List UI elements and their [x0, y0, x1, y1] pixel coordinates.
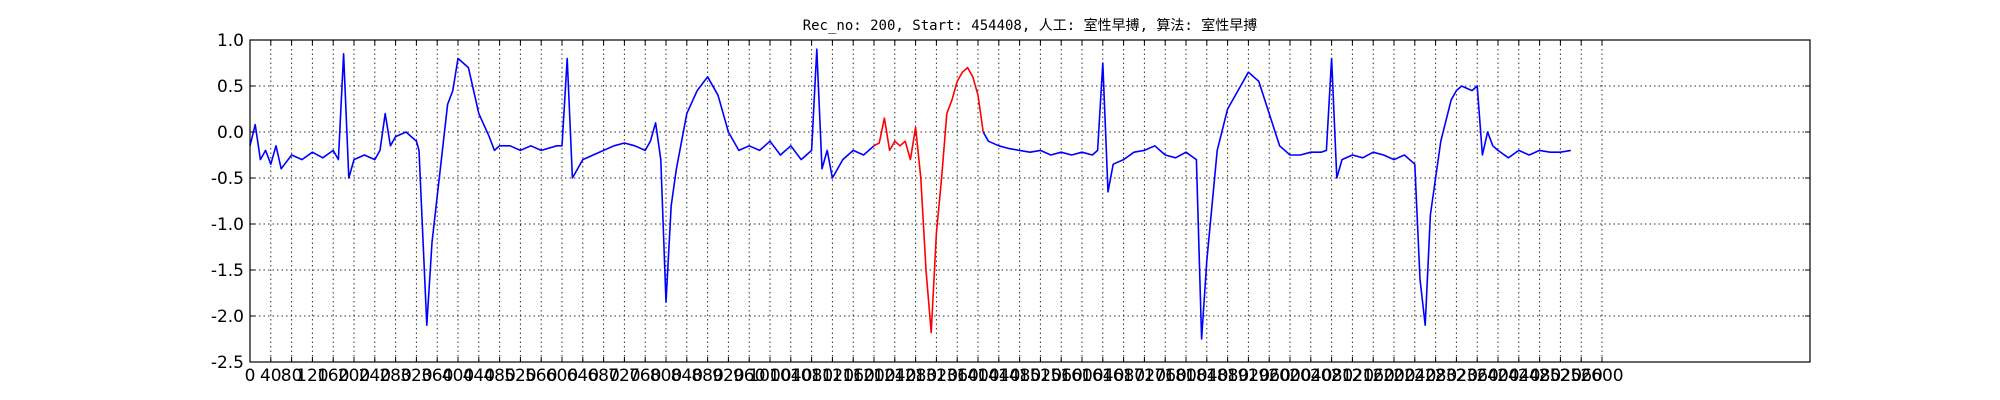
x-tick-label: 1440 — [977, 366, 1020, 386]
y-tick-label: 0.0 — [217, 123, 244, 143]
plot-frame — [249, 39, 1811, 363]
x-axis: 0 40 8012016020024028032036040044048052056… — [245, 40, 1624, 386]
x-tick-label: 2200 — [1372, 366, 1415, 386]
x-tick-label: 2000 — [1268, 366, 1311, 386]
x-tick-label: 1160 — [832, 366, 875, 386]
x-tick-label: 1640 — [1081, 366, 1124, 386]
x-tick-label: 240 — [359, 366, 391, 386]
x-tick-label: 440 — [463, 366, 495, 386]
x-tick-label: 1480 — [998, 366, 1041, 386]
x-tick-label: 120 — [296, 366, 328, 386]
x-tick-label: 680 — [587, 366, 619, 386]
x-tick-label: 2240 — [1393, 366, 1436, 386]
x-tick-label: 560 — [525, 366, 557, 386]
y-tick-label: -1.5 — [211, 261, 244, 281]
x-tick-label: 280 — [379, 366, 411, 386]
y-tick-label: -1.0 — [211, 215, 244, 235]
x-tick-label: 1760 — [1144, 366, 1187, 386]
x-tick-label: 1000 — [748, 366, 791, 386]
x-tick-label: 1080 — [790, 366, 833, 386]
x-tick-label: 2520 — [1539, 366, 1582, 386]
x-tick-label: 2160 — [1352, 366, 1395, 386]
x-tick-label: 1360 — [936, 366, 979, 386]
x-tick-label: 1960 — [1248, 366, 1291, 386]
x-tick-label: 1520 — [1019, 366, 1062, 386]
chart-title: Rec_no: 200, Start: 454408, 人工: 室性早搏, 算法… — [803, 17, 1258, 34]
x-tick-label: 480 — [483, 366, 515, 386]
x-tick-label: 2080 — [1310, 366, 1353, 386]
ecg-series-line-1 — [249, 48, 875, 327]
y-tick-label: 0.5 — [217, 77, 244, 97]
y-tick-label: -2.5 — [211, 353, 244, 373]
x-tick-label: 1720 — [1123, 366, 1166, 386]
x-tick-label: 1240 — [873, 366, 916, 386]
x-tick-label: 840 — [671, 366, 703, 386]
x-tick-label: 400 — [442, 366, 474, 386]
x-tick-label: 760 — [629, 366, 661, 386]
x-tick-label: 40 — [260, 366, 282, 386]
x-tick-label: 2040 — [1289, 366, 1332, 386]
grid-layer — [249, 39, 1810, 363]
ecg-series-line-3 — [982, 57, 1571, 340]
y-axis: 1.0 0.5 0.0 -0.5 -1.0 -1.5 -2.0 -2.5 — [211, 31, 1810, 373]
x-tick-label: 640 — [567, 366, 599, 386]
y-tick-label: -2.0 — [211, 307, 244, 327]
x-tick-label: 720 — [608, 366, 640, 386]
x-tick-label: 320 — [400, 366, 432, 386]
x-tick-label: 1920 — [1227, 366, 1270, 386]
x-tick-label: 1680 — [1102, 366, 1145, 386]
x-tick-label: 1400 — [956, 366, 999, 386]
x-tick-label: 2320 — [1435, 366, 1478, 386]
x-tick-label: 360 — [421, 366, 453, 386]
y-tick-label: 1.0 — [217, 31, 244, 51]
x-tick-label: 2600 — [1580, 366, 1623, 386]
x-tick-label: 1040 — [769, 366, 812, 386]
x-tick-label: 2440 — [1497, 366, 1540, 386]
x-tick-label: 1200 — [852, 366, 895, 386]
x-tick-label: 2280 — [1414, 366, 1457, 386]
x-tick-label: 0 — [245, 366, 256, 386]
x-tick-label: 2400 — [1476, 366, 1519, 386]
x-tick-label: 200 — [338, 366, 370, 386]
x-tick-label: 1880 — [1206, 366, 1249, 386]
x-tick-label: 1320 — [915, 366, 958, 386]
x-tick-label: 1840 — [1185, 366, 1228, 386]
x-tick-label: 1120 — [811, 366, 854, 386]
x-tick-label: 600 — [546, 366, 578, 386]
x-tick-label: 2120 — [1331, 366, 1374, 386]
x-tick-label: 160 — [317, 366, 349, 386]
x-tick-label: 960 — [733, 366, 765, 386]
x-tick-label: 1560 — [1040, 366, 1083, 386]
x-tick-label: 2560 — [1560, 366, 1603, 386]
x-tick-label: 520 — [504, 366, 536, 386]
x-tick-label: 800 — [650, 366, 682, 386]
x-tick-label: 920 — [712, 366, 744, 386]
x-tick-label: 1800 — [1164, 366, 1207, 386]
series-layer — [249, 48, 1571, 340]
y-tick-label: -0.5 — [211, 169, 244, 189]
ecg-series-line-2 — [873, 66, 984, 334]
x-tick-label: 80 — [281, 366, 303, 386]
x-tick-label: 880 — [691, 366, 723, 386]
x-tick-label: 1280 — [894, 366, 937, 386]
x-tick-label: 2480 — [1518, 366, 1561, 386]
x-tick-label: 2360 — [1456, 366, 1499, 386]
x-tick-label: 1600 — [1060, 366, 1103, 386]
